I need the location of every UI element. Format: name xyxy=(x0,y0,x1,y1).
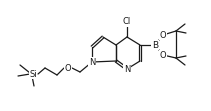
Text: Si: Si xyxy=(29,69,37,78)
Text: B: B xyxy=(152,41,158,50)
Text: O: O xyxy=(65,63,71,72)
Text: O: O xyxy=(160,31,166,40)
Text: N: N xyxy=(124,64,130,73)
Text: N: N xyxy=(89,57,95,66)
Text: Cl: Cl xyxy=(123,18,131,27)
Text: O: O xyxy=(160,51,166,59)
